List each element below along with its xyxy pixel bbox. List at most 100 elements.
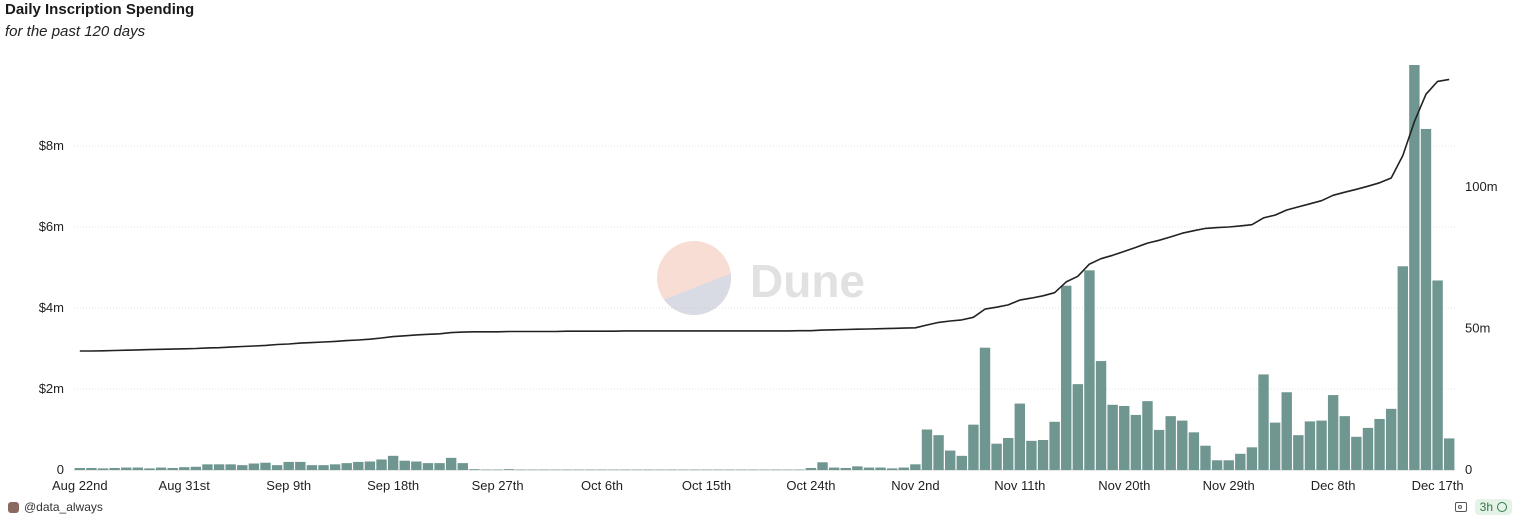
bar: [515, 469, 526, 471]
bar: [631, 469, 643, 471]
bar: [701, 469, 712, 471]
bar: [329, 464, 341, 470]
bar: [1432, 280, 1443, 470]
camera-icon[interactable]: [1454, 502, 1467, 512]
footer-author[interactable]: @data_always: [8, 500, 103, 514]
bar: [260, 462, 271, 470]
right-tick-label: 100m: [1465, 179, 1498, 194]
bar: [248, 463, 260, 470]
footer-right: 3h: [1454, 499, 1512, 515]
x-tick-label: Nov 2nd: [891, 478, 939, 493]
bar: [1362, 427, 1374, 470]
bar: [1003, 438, 1014, 470]
bar: [295, 461, 306, 470]
bar: [1049, 421, 1060, 470]
bar: [747, 469, 759, 471]
bar: [898, 467, 909, 470]
bar: [1281, 392, 1292, 470]
bar: [1235, 453, 1246, 470]
bar: [643, 469, 654, 471]
x-tick-label: Dec 17th: [1412, 478, 1464, 493]
dune-watermark: Dune: [657, 241, 865, 315]
x-axis: Aug 22nd Aug 31st Sep 9th Sep 18th Sep 27th O…: [52, 478, 1464, 493]
chart-title: Daily Inscription Spending: [5, 1, 195, 18]
bar: [144, 468, 155, 470]
left-tick-label: $6m: [39, 219, 64, 234]
bar: [712, 469, 724, 471]
bar: [910, 464, 921, 470]
bar: [422, 463, 434, 470]
bar: [724, 469, 735, 471]
bar: [1130, 414, 1142, 470]
bar: [840, 467, 851, 470]
x-tick-label: Aug 22nd: [52, 478, 108, 493]
bar: [86, 467, 97, 470]
bar: [573, 469, 585, 471]
bar: [1177, 420, 1188, 470]
bar-series: [74, 65, 1455, 471]
bar: [1165, 416, 1176, 470]
bar: [74, 467, 86, 470]
left-tick-label: $4m: [39, 300, 64, 315]
bar: [109, 467, 120, 470]
bar: [782, 469, 793, 471]
left-tick-label: $2m: [39, 381, 64, 396]
bar: [376, 459, 387, 470]
bar: [863, 467, 875, 470]
bar: [805, 467, 817, 470]
bar: [1095, 361, 1107, 470]
bar: [921, 429, 933, 470]
bar: [480, 469, 492, 471]
x-tick-label: Nov 20th: [1098, 478, 1150, 493]
bar: [341, 463, 352, 470]
bar: [1246, 447, 1258, 470]
bar: [527, 469, 538, 471]
x-tick-label: Oct 6th: [581, 478, 623, 493]
bar: [608, 469, 619, 471]
bar: [666, 469, 677, 471]
bar: [1014, 403, 1026, 470]
bar: [759, 469, 770, 471]
freshness-badge[interactable]: 3h: [1474, 499, 1512, 515]
bar: [225, 464, 236, 470]
age-label: 3h: [1479, 500, 1493, 514]
left-tick-label: 0: [57, 462, 64, 477]
bar: [457, 463, 468, 470]
bar: [794, 469, 805, 471]
bar: [202, 464, 213, 470]
x-tick-label: Nov 11th: [994, 478, 1045, 493]
bar: [364, 461, 376, 470]
bar: [1107, 404, 1118, 470]
bar: [886, 468, 898, 470]
bar: [1119, 406, 1130, 470]
bar: [1200, 445, 1211, 470]
right-tick-label: 0: [1465, 462, 1472, 477]
right-axis: 0 50m 100m: [1465, 179, 1498, 477]
bar: [1061, 285, 1072, 470]
bar: [1316, 420, 1327, 470]
bar: [1397, 266, 1408, 470]
bar: [1327, 395, 1339, 470]
line-series: [79, 78, 1450, 352]
bar: [596, 469, 608, 471]
bar: [979, 347, 991, 470]
left-axis: 0 $2m $4m $6m $8m: [39, 138, 64, 477]
bar: [1223, 460, 1234, 470]
bar: [121, 467, 132, 470]
bar: [353, 461, 364, 470]
bar: [492, 469, 503, 471]
bar: [283, 461, 294, 470]
x-tick-label: Sep 27th: [472, 478, 524, 493]
bar: [620, 469, 631, 471]
x-tick-label: Aug 31st: [159, 478, 211, 493]
bar: [1304, 421, 1316, 470]
bar: [736, 469, 747, 471]
bar: [1142, 401, 1153, 470]
bar: [654, 469, 666, 471]
left-tick-label: $8m: [39, 138, 64, 153]
bar: [828, 467, 840, 470]
gridlines: [74, 145, 1455, 471]
bar: [411, 461, 422, 470]
x-tick-label: Oct 24th: [786, 478, 835, 493]
